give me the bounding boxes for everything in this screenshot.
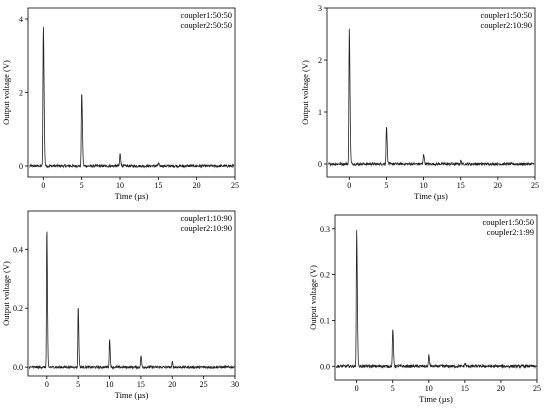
x-tick-label: 10 <box>425 384 433 393</box>
legend-entry: coupler2:50:50 <box>181 20 232 30</box>
plot-frame <box>27 7 236 178</box>
chart-panel-2: 0 5 10 15 20 25 0 1 2 3 Time (µs) Output voltage (V… <box>300 4 539 201</box>
x-tick-label: 15 <box>154 181 162 190</box>
y-tick-label: 0.0 <box>13 363 23 372</box>
plot-frame <box>27 210 236 377</box>
x-tick-label: 25 <box>200 380 208 389</box>
y-tick-label: 1 <box>318 108 322 117</box>
legend-entry: coupler1:50:50 <box>181 10 232 20</box>
x-tick-label: 20 <box>497 384 505 393</box>
signal-trace <box>29 26 235 169</box>
chart-panel-4: 0 5 10 15 20 25 0.0 0.1 0.2 0.3 Time (µs) Output vo… <box>308 214 541 404</box>
x-tick-label: 10 <box>420 181 428 190</box>
y-axis-label: Output voltage (V) <box>308 265 318 330</box>
x-tick-label: 25 <box>533 384 541 393</box>
x-tick-label: 0 <box>45 380 49 389</box>
legend-entry: coupler1:10:90 <box>181 213 232 223</box>
x-axis-label: Time (µs) <box>419 394 453 404</box>
x-tick-label: 5 <box>80 181 84 190</box>
y-axis-label: Output voltage (V) <box>300 60 310 125</box>
y-tick-label: 3 <box>318 4 322 13</box>
signal-trace <box>28 231 235 370</box>
y-axis-label: Output voltage (V) <box>1 261 11 326</box>
x-tick-label: 20 <box>494 181 502 190</box>
legend-entry: coupler1:50:50 <box>483 217 534 227</box>
x-tick-label: 20 <box>168 380 176 389</box>
x-tick-label: 0 <box>347 181 351 190</box>
x-tick-label: 15 <box>137 380 145 389</box>
signal-trace <box>328 28 535 167</box>
x-tick-label: 10 <box>116 181 124 190</box>
x-tick-label: 5 <box>384 181 388 190</box>
y-tick-label: 0.2 <box>320 271 330 280</box>
x-tick-label: 25 <box>231 181 239 190</box>
x-tick-label: 0 <box>355 384 359 393</box>
x-tick-label: 15 <box>457 181 465 190</box>
x-axis-label: Time (µs) <box>414 191 448 201</box>
legend-entry: coupler2:10:90 <box>181 223 232 233</box>
x-tick-label: 5 <box>391 384 395 393</box>
x-tick-label: 20 <box>193 181 201 190</box>
y-tick-label: 2 <box>318 56 322 65</box>
y-tick-label: 0.1 <box>320 316 330 325</box>
y-tick-label: 0 <box>318 160 322 169</box>
x-tick-label: 0 <box>41 181 45 190</box>
x-tick-label: 10 <box>106 380 114 389</box>
legend-entry: coupler2:1:99 <box>487 227 534 237</box>
x-axis-label: Time (µs) <box>115 191 149 201</box>
x-tick-label: 25 <box>531 181 539 190</box>
x-tick-label: 15 <box>461 384 469 393</box>
chart-panel-1: 0 5 10 15 20 25 0 2 4 Time (µs) Output voltage (V)… <box>1 7 239 201</box>
y-tick-label: 0.4 <box>13 245 23 254</box>
signal-trace <box>336 230 537 370</box>
x-tick-label: 30 <box>231 380 239 389</box>
y-tick-label: 4 <box>19 15 23 24</box>
plot-frame <box>326 7 536 178</box>
y-tick-label: 0.3 <box>320 225 330 234</box>
x-tick-label: 5 <box>76 380 80 389</box>
y-tick-label: 2 <box>19 89 23 98</box>
legend-entry: coupler2:10:90 <box>481 20 532 30</box>
chart-panel-3: 0 5 10 15 20 25 30 0.0 0.2 0.4 Time (µs) Output vol… <box>1 210 239 400</box>
y-tick-label: 0.2 <box>13 304 23 313</box>
y-tick-label: 0.0 <box>320 362 330 371</box>
x-axis-label: Time (µs) <box>115 390 149 400</box>
legend-entry: coupler1:50:50 <box>481 10 532 20</box>
y-tick-label: 0 <box>19 162 23 171</box>
plot-frame <box>334 214 538 381</box>
y-axis-label: Output voltage (V) <box>1 60 11 125</box>
